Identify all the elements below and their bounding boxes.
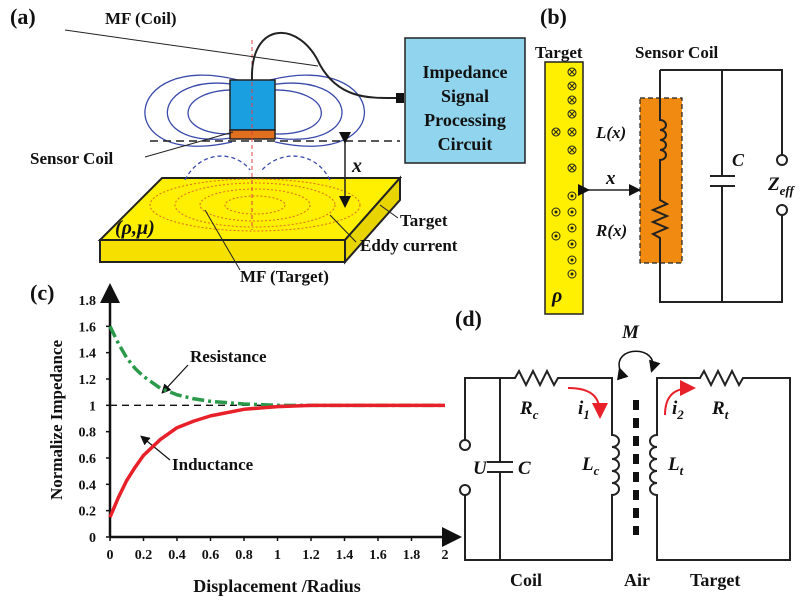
label: U bbox=[473, 458, 488, 479]
y-tick-label: 1.4 bbox=[79, 347, 97, 362]
x-tick-label: 0.2 bbox=[135, 548, 153, 563]
x-tick-label: 0.6 bbox=[202, 548, 220, 563]
label-sub: c bbox=[594, 463, 600, 478]
label: Rc bbox=[519, 398, 539, 422]
panel-c: (c) Displacement /Radius Normalize Imped… bbox=[30, 280, 457, 596]
panel-a: (a) MF (Coil) Impedance Signal Processin… bbox=[10, 4, 525, 286]
label: Lt bbox=[667, 454, 684, 478]
label-sub: eff bbox=[780, 183, 796, 198]
panel-b: (b) Target Sensor Coil ρ L(x) R(x) x C Z… bbox=[535, 4, 795, 314]
series-line bbox=[110, 405, 445, 517]
terminal bbox=[777, 205, 787, 215]
annotation-arrow bbox=[163, 365, 188, 392]
leader bbox=[65, 30, 318, 66]
label: ρ bbox=[551, 285, 562, 307]
label: Lc bbox=[581, 454, 600, 478]
target-front bbox=[100, 240, 345, 262]
label: Zeff bbox=[767, 174, 795, 198]
label: MF (Coil) bbox=[105, 9, 177, 28]
y-tick-label: 1.6 bbox=[79, 320, 97, 335]
label-main: R bbox=[711, 398, 725, 419]
y-tick-label: 0.8 bbox=[79, 426, 97, 441]
label: Air bbox=[624, 570, 650, 590]
target-plate bbox=[545, 62, 583, 314]
x-tick-label: 0.4 bbox=[168, 548, 186, 563]
terminal bbox=[460, 440, 470, 450]
label: i1 bbox=[578, 398, 590, 422]
y-tick-label: 1.8 bbox=[79, 294, 97, 309]
label: C bbox=[518, 458, 531, 479]
y-tick-label: 0.2 bbox=[79, 505, 97, 520]
label: M bbox=[621, 322, 640, 343]
label-main: Z bbox=[767, 174, 780, 195]
x-tick-label: 1.8 bbox=[403, 548, 421, 563]
y-tick-label: 1.2 bbox=[79, 373, 97, 388]
circuit-text: Processing bbox=[424, 110, 506, 130]
panel-d: (d) M U C Rc i1 Lc Lt i2 Rt Coil Air Tar… bbox=[455, 306, 790, 590]
label-main: R bbox=[519, 398, 533, 419]
panel-label: (b) bbox=[540, 4, 567, 29]
y-tick-label: 1 bbox=[89, 399, 96, 414]
label: C bbox=[732, 150, 745, 170]
panel-label: (d) bbox=[455, 306, 482, 331]
label: MF (Target) bbox=[240, 267, 329, 286]
page: { "panel_a": {"label": "(a)", "mf_coil":… bbox=[0, 0, 807, 602]
label-main: L bbox=[667, 454, 680, 475]
x-tick-label: 0 bbox=[107, 548, 114, 563]
y-tick-label: 0 bbox=[89, 531, 96, 546]
panel-label: (a) bbox=[10, 4, 36, 29]
label: Rt bbox=[711, 398, 729, 422]
label: Target bbox=[400, 211, 448, 230]
label: R(x) bbox=[595, 221, 627, 240]
label-sub: t bbox=[680, 463, 684, 478]
connector bbox=[396, 93, 404, 103]
label-sub: 2 bbox=[676, 407, 684, 422]
label: i2 bbox=[672, 398, 684, 422]
circuit-text: Impedance bbox=[423, 62, 508, 82]
figure: (a) MF (Coil) Impedance Signal Processin… bbox=[0, 0, 807, 602]
label: Target bbox=[535, 43, 583, 62]
label: Eddy current bbox=[360, 236, 458, 255]
x-tick-label: 1.6 bbox=[369, 548, 387, 563]
label: x bbox=[351, 155, 362, 177]
x-tick-label: 1.4 bbox=[336, 548, 354, 563]
label: Target bbox=[690, 570, 740, 590]
label-sub: t bbox=[725, 407, 729, 422]
panel-label: (c) bbox=[30, 280, 54, 305]
label-main: L bbox=[581, 454, 594, 475]
label: (ρ,μ) bbox=[115, 217, 155, 239]
y-tick-label: 0.4 bbox=[79, 478, 97, 493]
y-tick-label: 0.6 bbox=[79, 452, 97, 467]
x-tick-label: 2 bbox=[442, 548, 449, 563]
label: x bbox=[605, 168, 616, 189]
label: L(x) bbox=[595, 123, 626, 142]
mutual-arrow bbox=[619, 351, 653, 370]
x-axis-title: Displacement /Radius bbox=[193, 576, 361, 596]
x-tick-label: 1 bbox=[274, 548, 281, 563]
label: Coil bbox=[510, 570, 542, 590]
circuit-text: Signal bbox=[441, 86, 489, 106]
label-sub: c bbox=[533, 407, 539, 422]
terminal bbox=[460, 485, 470, 495]
label: Sensor Coil bbox=[30, 149, 114, 168]
annotation-arrow bbox=[142, 437, 170, 460]
x-tick-label: 1.2 bbox=[302, 548, 320, 563]
terminal bbox=[777, 155, 787, 165]
y-axis-title: Normalize Impedance bbox=[47, 340, 66, 501]
label-sub: 1 bbox=[583, 407, 590, 422]
x-tick-label: 0.8 bbox=[235, 548, 253, 563]
circuit-text: Circuit bbox=[438, 134, 493, 154]
label: Sensor Coil bbox=[635, 43, 719, 62]
series-annotation: Resistance bbox=[190, 347, 267, 366]
series-annotation: Inductance bbox=[172, 455, 254, 474]
series-line bbox=[110, 326, 445, 405]
